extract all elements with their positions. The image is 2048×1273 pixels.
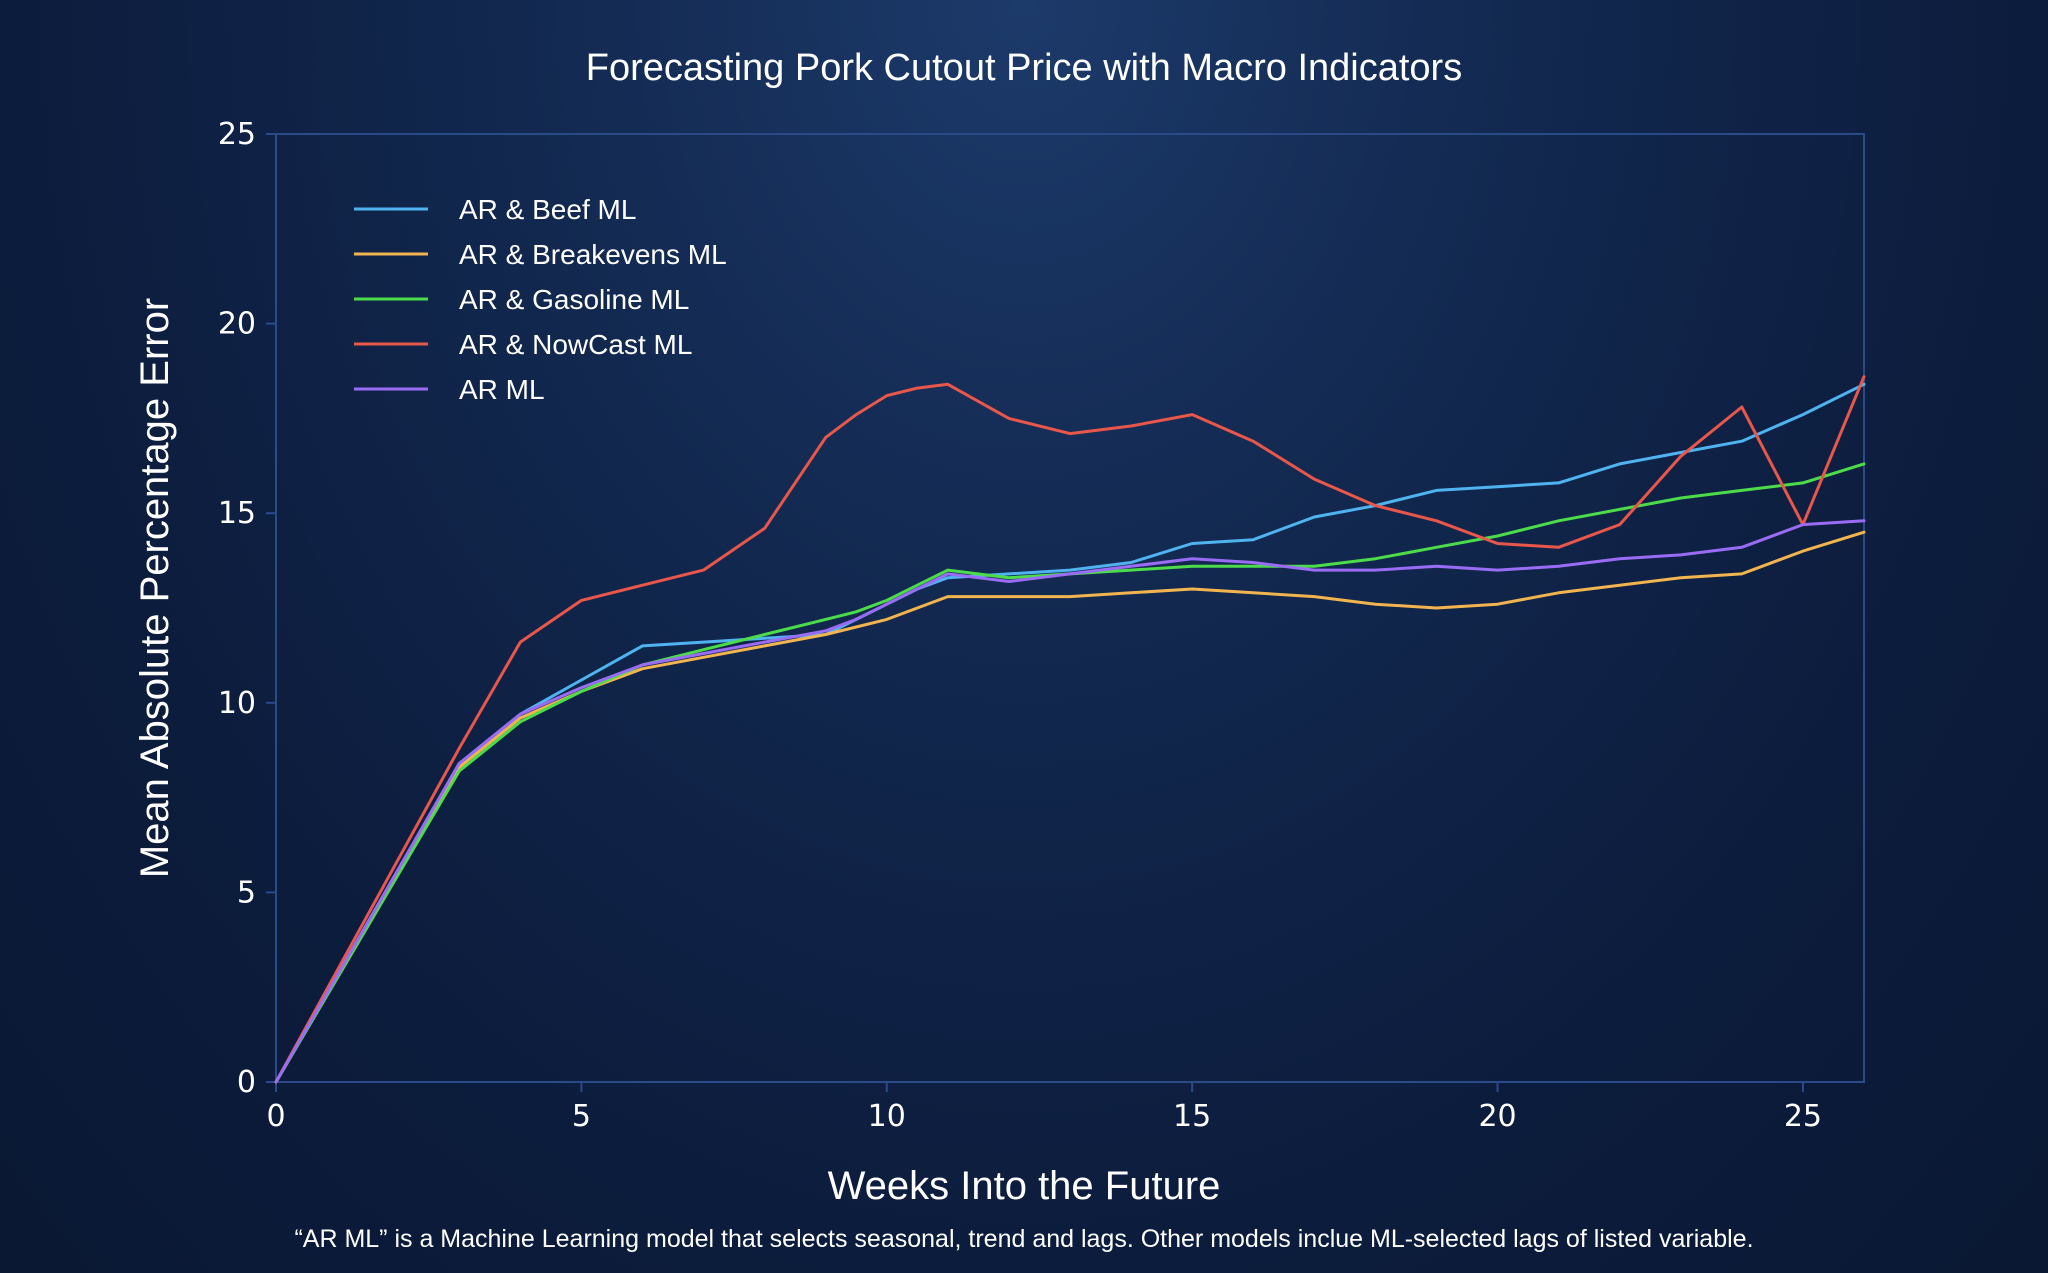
legend-label-ar-ml: AR ML [459,374,545,405]
legend-label-ar-and-nowcast-ml: AR & NowCast ML [459,329,692,360]
chart-title: Forecasting Pork Cutout Price with Macro… [586,47,1462,89]
x-tick-label: 0 [266,1099,285,1134]
legend-label-ar-and-gasoline-ml: AR & Gasoline ML [459,284,689,315]
series-line-ar-and-beef-ml [274,382,1866,1084]
x-tick-label: 15 [1173,1099,1211,1134]
series-lines [274,375,1866,1084]
legend: AR & Beef ML AR & Breakevens ML AR & Gasol… [354,194,727,405]
legend-label-ar-and-breakevens-ml: AR & Breakevens ML [459,239,727,270]
legend-label-ar-and-beef-ml: AR & Beef ML [459,194,636,225]
footnote: “AR ML” is a Machine Learning model that… [294,1225,1753,1253]
x-axis: 0 5 10 15 20 25 [266,1082,1822,1134]
plot-area-frame [275,133,1865,1083]
y-tick-label: 20 [218,307,256,342]
x-tick-label: 10 [868,1099,906,1134]
series-line-ar-and-nowcast-ml [274,375,1866,1084]
series-line-ar-and-breakevens-ml [274,530,1866,1084]
x-axis-label: Weeks Into the Future [828,1164,1221,1208]
x-tick-label: 25 [1784,1099,1822,1134]
y-tick-label: 5 [237,875,256,910]
y-tick-label: 25 [218,117,256,152]
x-tick-label: 5 [572,1099,591,1134]
y-tick-label: 0 [237,1065,256,1100]
x-tick-label: 20 [1478,1099,1516,1134]
series-line-ar-ml [274,519,1866,1084]
y-tick-label: 10 [218,686,256,721]
y-tick-label: 15 [218,496,256,531]
y-axis: 0 5 10 15 20 25 [218,117,276,1100]
y-axis-label: Mean Absolute Percentage Error [133,298,177,878]
series-line-ar-and-gasoline-ml [274,462,1866,1084]
